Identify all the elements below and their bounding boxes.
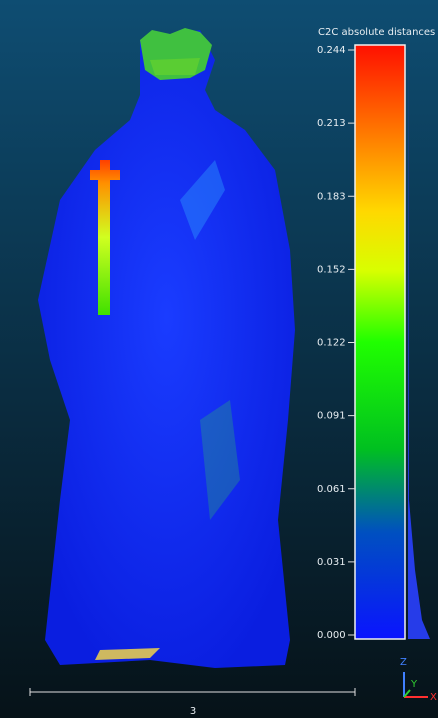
scale-tick-label: 0.244 xyxy=(317,45,346,56)
scale-tick-label: 0.122 xyxy=(317,338,346,349)
scale-tick-label: 0.213 xyxy=(317,118,346,129)
scale-tick-label: 0.000 xyxy=(317,630,346,641)
scale-tick-label: 0.061 xyxy=(317,484,346,495)
scale-title: C2C absolute distances xyxy=(318,27,435,38)
color-bar xyxy=(355,45,405,639)
3d-view: C2C absolute distances 0.244 0.213 0.183 0.… xyxy=(0,0,438,718)
x-label: X xyxy=(430,692,437,703)
scale-tick-label: 0.152 xyxy=(317,264,346,275)
scale-tick-label: 0.091 xyxy=(317,411,346,422)
scale-tick-label: 0.183 xyxy=(317,191,346,202)
scale-tick-label: 0.031 xyxy=(317,557,346,568)
scale-bar-label: 3 xyxy=(190,706,196,717)
y-label: Y xyxy=(410,679,418,690)
z-label: Z xyxy=(400,657,407,668)
page: {"scale": {"title": "C2C absolute distan… xyxy=(0,0,438,718)
